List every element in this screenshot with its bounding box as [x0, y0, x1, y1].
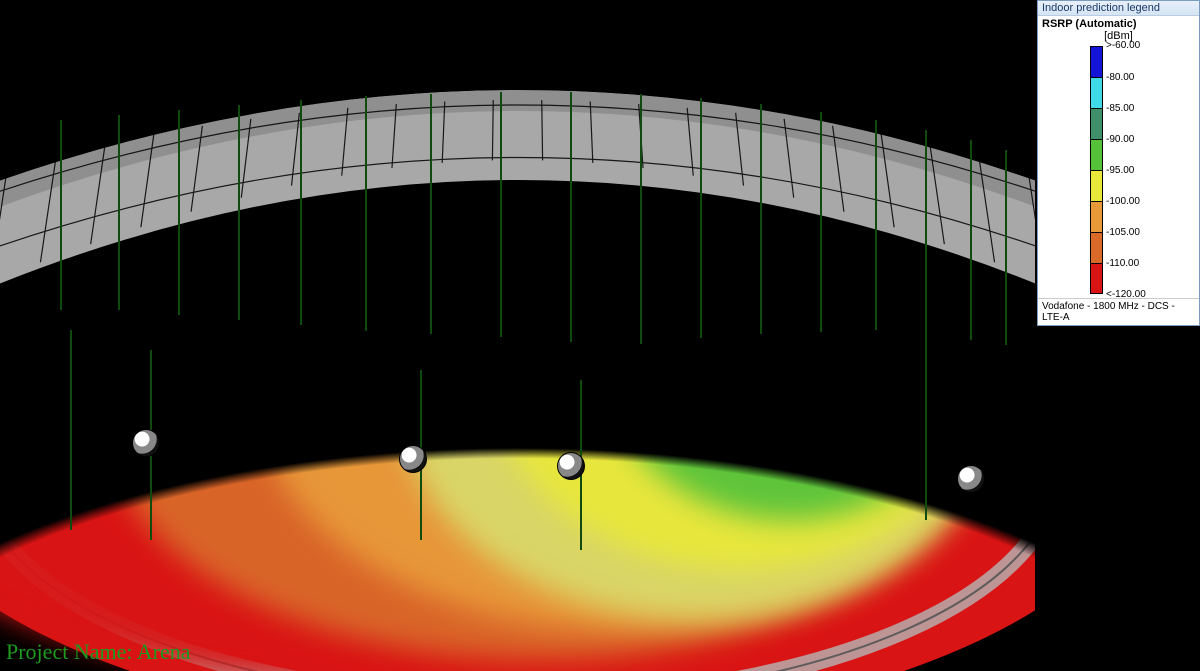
legend-swatch: [1090, 170, 1103, 201]
legend-swatch: [1090, 46, 1103, 77]
antenna-pole: [700, 98, 702, 338]
project-name-label: Project Name: Arena: [6, 639, 191, 665]
legend-swatch: [1090, 139, 1103, 170]
legend-row: -105.00: [1090, 201, 1195, 232]
legend-row: -100.00: [1090, 170, 1195, 201]
antenna-pole: [760, 104, 762, 334]
floodlight: [957, 465, 985, 493]
legend-panel: Indoor prediction legend RSRP (Automatic…: [1037, 0, 1200, 326]
legend-body: RSRP (Automatic) [dBm] >-60.00-80.00-85.…: [1038, 16, 1199, 298]
floodlight: [557, 452, 585, 480]
antenna-pole: [430, 94, 432, 334]
heatmap-layers: [0, 0, 1035, 671]
antenna-pole: [640, 94, 642, 344]
legend-swatch: [1090, 263, 1103, 294]
antenna-pole: [1005, 150, 1007, 345]
antenna-pole: [925, 130, 927, 520]
antenna-pole: [820, 112, 822, 332]
legend-threshold-label: >-60.00: [1106, 40, 1140, 51]
legend-metric: RSRP (Automatic): [1042, 18, 1195, 30]
legend-threshold-label: <-120.00: [1106, 289, 1146, 300]
antenna-pole: [500, 92, 502, 337]
legend-swatch: [1090, 108, 1103, 139]
legend-scale: >-60.00-80.00-85.00-90.00-95.00-100.00-1…: [1090, 46, 1195, 294]
legend-row: -110.00: [1090, 232, 1195, 263]
floodlight: [132, 429, 160, 457]
antenna-pole: [970, 140, 972, 340]
antenna-pole: [118, 115, 120, 310]
app-canvas: Indoor prediction legend RSRP (Automatic…: [0, 0, 1200, 671]
antenna-pole: [365, 96, 367, 331]
legend-title: Indoor prediction legend: [1038, 1, 1199, 16]
legend-row: -85.00: [1090, 77, 1195, 108]
floodlight: [399, 445, 427, 473]
legend-row: <-120.00: [1090, 263, 1195, 294]
antenna-pole: [570, 92, 572, 342]
antenna-pole: [300, 100, 302, 325]
antenna-pole: [60, 120, 62, 310]
legend-row: >-60.00-80.00: [1090, 46, 1195, 77]
legend-swatch: [1090, 201, 1103, 232]
antenna-pole: [178, 110, 180, 315]
legend-swatch: [1090, 232, 1103, 263]
antenna-pole: [238, 105, 240, 320]
antenna-pole: [70, 330, 72, 530]
legend-row: -95.00: [1090, 139, 1195, 170]
legend-swatch: [1090, 77, 1103, 108]
legend-row: -90.00: [1090, 108, 1195, 139]
legend-footer: Vodafone - 1800 MHz - DCS - LTE-A: [1038, 298, 1199, 325]
heatmap-viewport[interactable]: [0, 0, 1035, 671]
heat-layer: [765, 219, 825, 271]
antenna-pole: [875, 120, 877, 330]
